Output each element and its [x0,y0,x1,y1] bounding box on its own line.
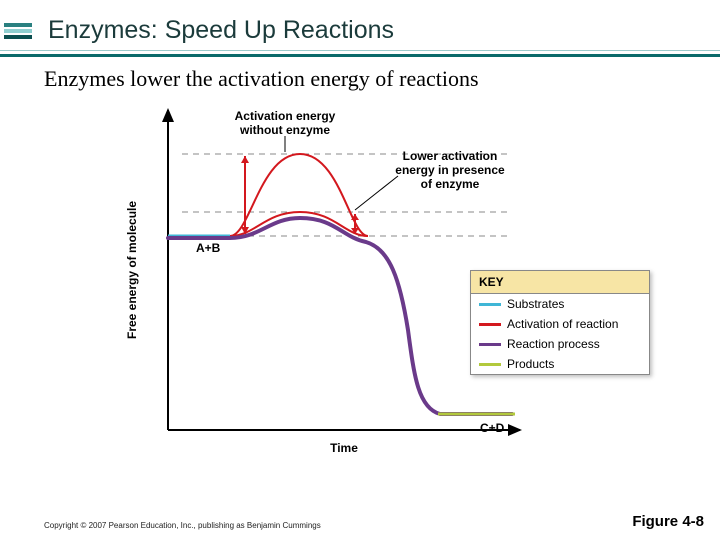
slide-subtitle: Enzymes lower the activation energy of r… [44,66,479,92]
legend-swatch [479,363,501,366]
copyright-text: Copyright © 2007 Pearson Education, Inc.… [44,521,321,530]
svg-text:Free energy of molecule: Free energy of molecule [125,201,139,339]
legend-swatch [479,343,501,346]
svg-text:Time: Time [330,441,358,455]
bullet-icon [4,23,40,39]
legend-swatch [479,323,501,326]
title-underline-thin [0,50,720,51]
figure-label: Figure 4-8 [632,513,704,530]
slide-title: Enzymes: Speed Up Reactions [48,16,394,45]
legend-item: Substrates [471,294,649,314]
legend-label: Reaction process [507,337,600,351]
legend-box: KEY Substrates Activation of reaction Reac… [470,270,650,375]
legend-label: Substrates [507,297,564,311]
legend-header: KEY [471,271,649,294]
legend-item: Reaction process [471,334,649,354]
legend-item: Products [471,354,649,374]
svg-text:C+D: C+D [480,421,505,435]
svg-text:energy in presence: energy in presence [395,163,505,177]
title-underline [0,54,720,57]
svg-text:Activation energy: Activation energy [235,109,336,123]
svg-text:without enzyme: without enzyme [239,123,330,137]
legend-item: Activation of reaction [471,314,649,334]
legend-swatch [479,303,501,306]
legend-label: Products [507,357,554,371]
svg-text:Lower activation: Lower activation [403,149,498,163]
title-bar: Enzymes: Speed Up Reactions [0,16,720,45]
legend-label: Activation of reaction [507,317,618,331]
svg-text:of enzyme: of enzyme [421,177,480,191]
svg-text:A+B: A+B [196,241,221,255]
